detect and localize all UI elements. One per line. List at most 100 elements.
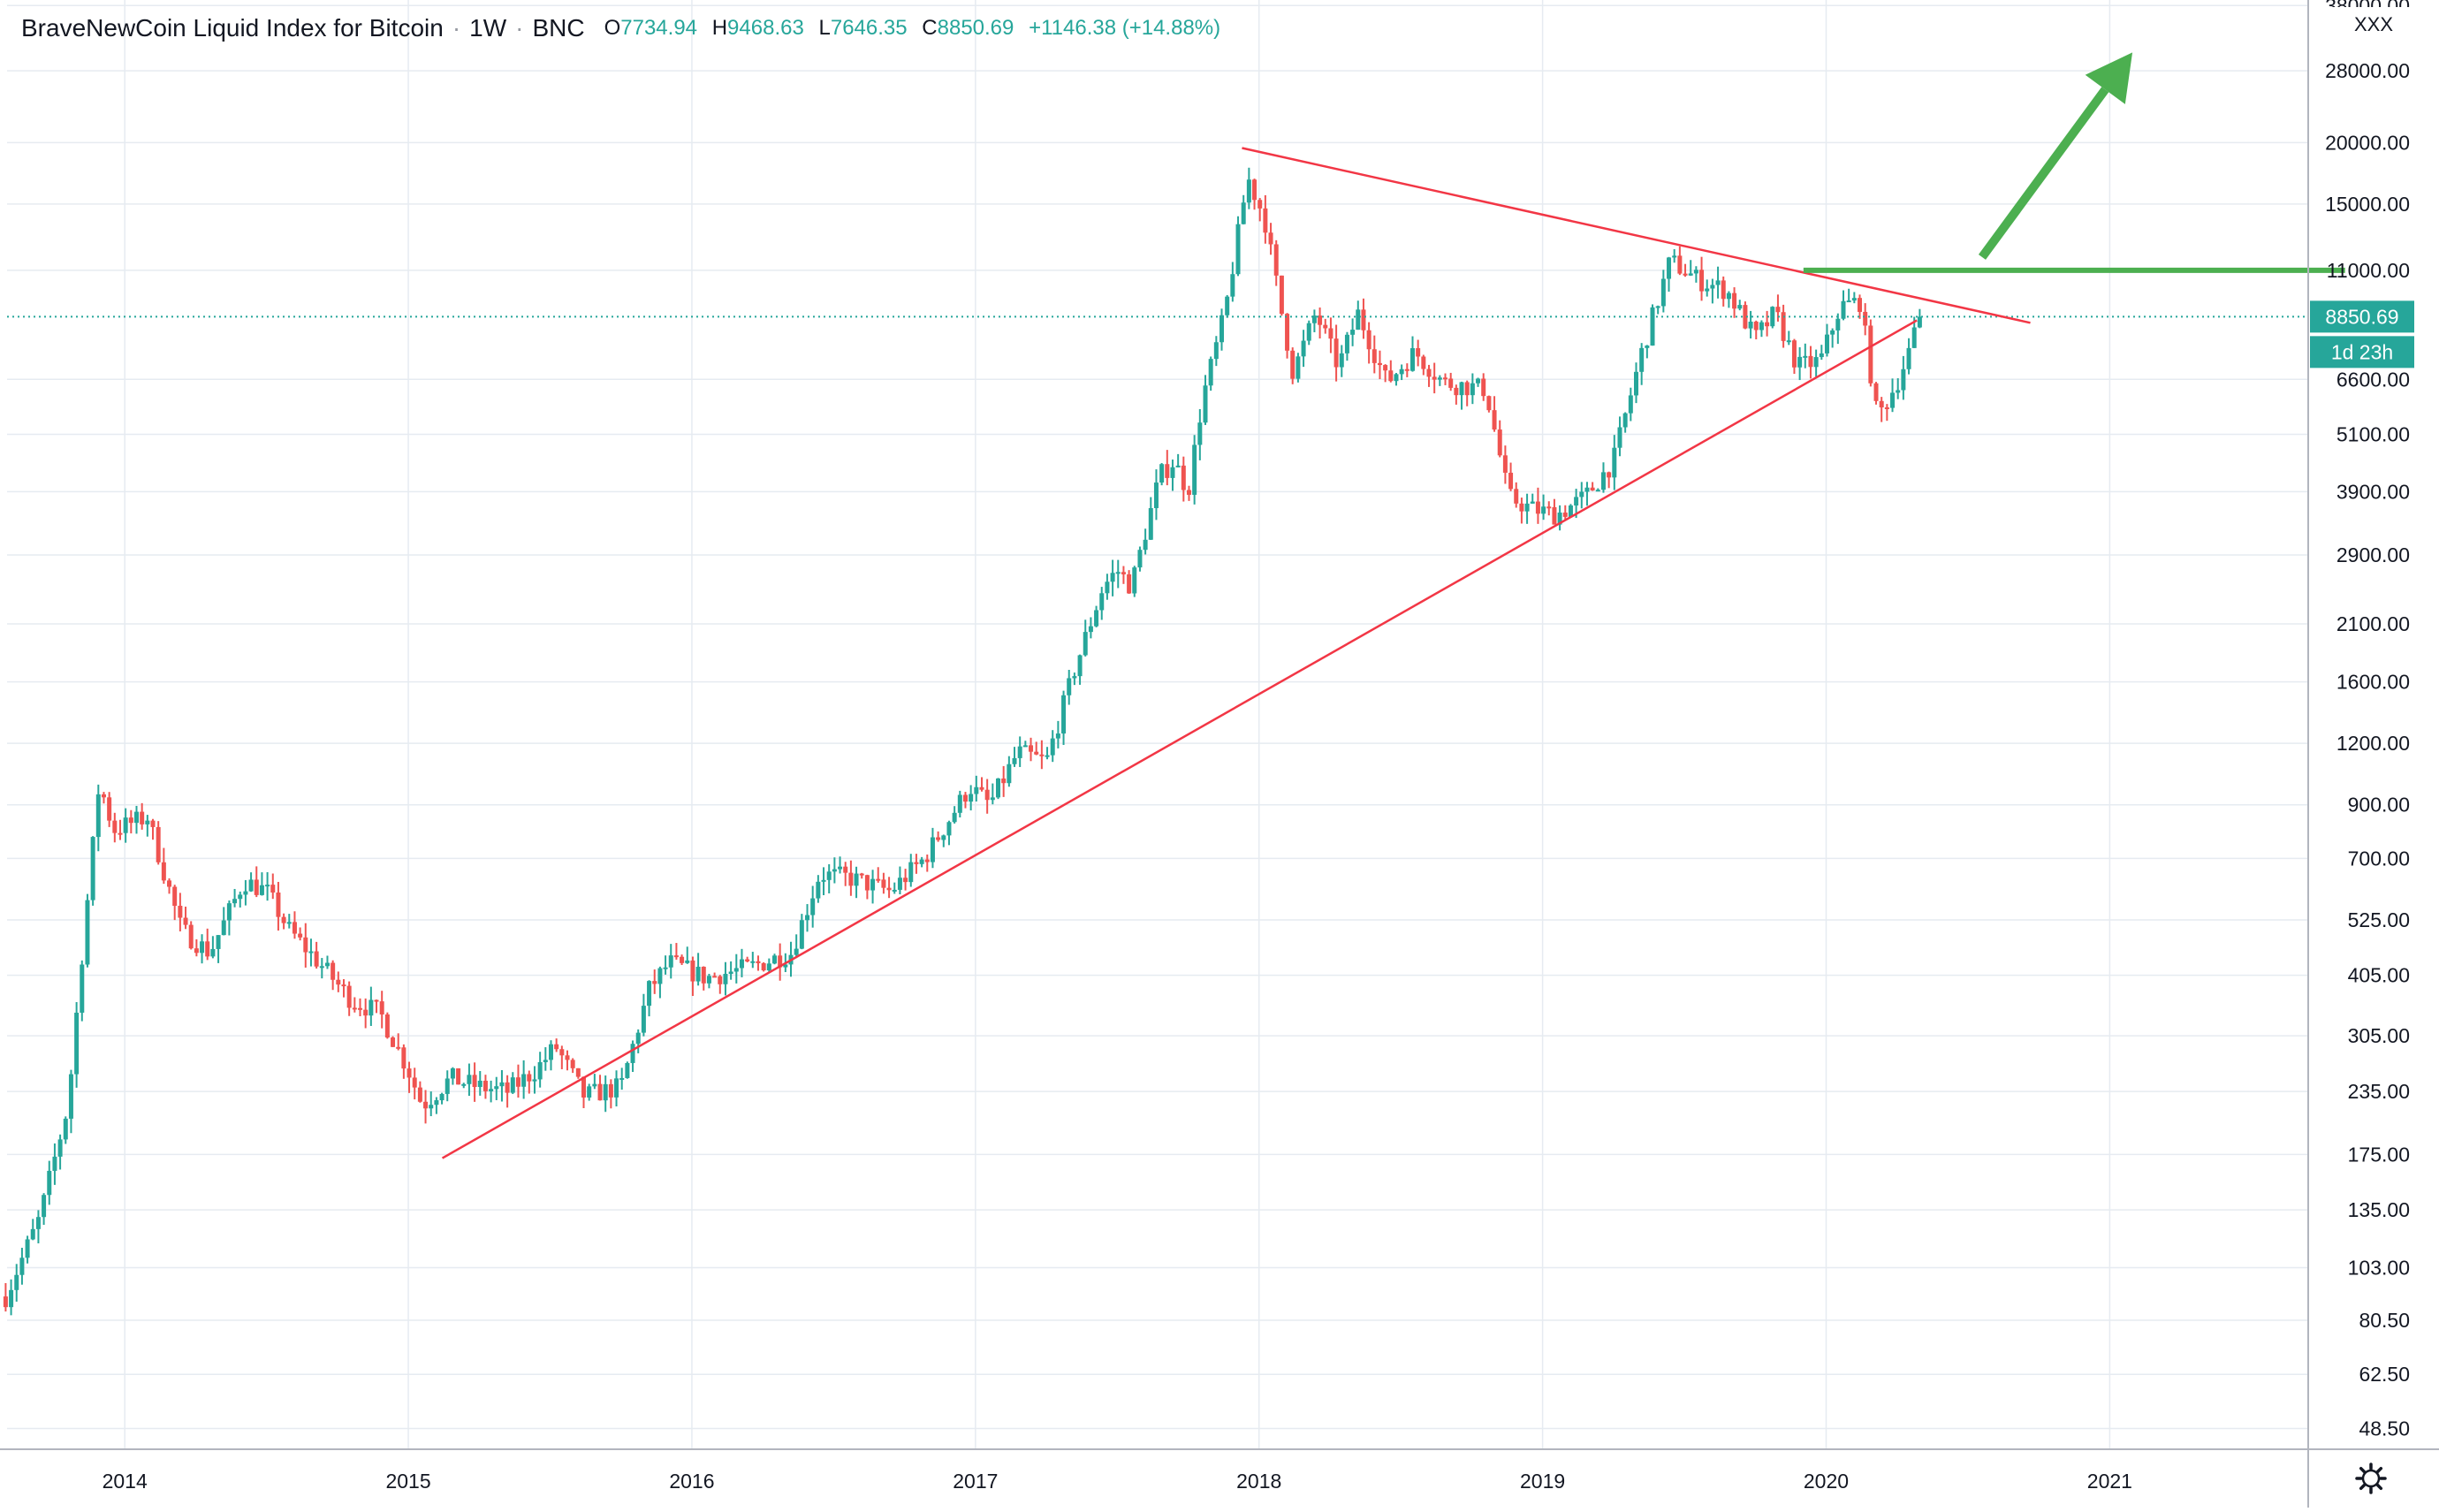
candle-body [1508, 472, 1514, 490]
candle-body [1110, 573, 1115, 582]
up-arrow-head[interactable] [2085, 52, 2133, 104]
candle-body [1268, 232, 1273, 245]
candle-body [1017, 746, 1022, 758]
candle-body [1159, 464, 1165, 483]
candle-body [854, 873, 859, 886]
candle-body [1077, 655, 1083, 677]
candle-body [1858, 298, 1863, 312]
symbol-title[interactable]: BraveNewCoin Liquid Index for Bitcoin [21, 14, 444, 42]
candle-body [238, 894, 243, 900]
support-trendline[interactable] [441, 319, 1918, 1159]
candle-body [1464, 382, 1470, 396]
candle-body [990, 797, 995, 801]
candle-body [543, 1060, 548, 1062]
candle-body [1273, 244, 1279, 276]
candle-body [1153, 482, 1159, 509]
candle-body [188, 924, 194, 949]
price-tick-label: 3900.00 [2336, 480, 2410, 503]
gear-icon-tooth[interactable] [2376, 1484, 2383, 1491]
candle-body [969, 794, 974, 802]
gear-icon-tooth[interactable] [2376, 1466, 2383, 1473]
candle-body [123, 817, 128, 833]
candle-body [870, 878, 876, 891]
candle-body [1743, 305, 1748, 329]
candle-body [216, 935, 221, 949]
gear-icon-ring[interactable] [2361, 1469, 2381, 1488]
candle-body [652, 981, 657, 984]
candle-body [183, 917, 188, 925]
candle-body [848, 872, 854, 886]
candle-body [1476, 378, 1481, 384]
candle-body [1873, 383, 1879, 401]
time-tick-label: 2016 [669, 1470, 714, 1493]
candle-body [1323, 324, 1328, 329]
candle-body [178, 906, 183, 918]
candle-body [1917, 316, 1922, 328]
candle-body [756, 961, 761, 964]
gear-icon-tooth[interactable] [2359, 1466, 2366, 1473]
high-value: 9468.63 [727, 16, 804, 40]
candle-body [369, 999, 374, 1016]
candle-body [521, 1074, 527, 1087]
candle-body [919, 859, 924, 864]
candle-body [1530, 501, 1535, 504]
candle-body [1906, 347, 1911, 369]
resistance-trendline[interactable] [1242, 147, 2031, 324]
candle-body [489, 1089, 494, 1091]
gear-icon-tooth[interactable] [2359, 1484, 2366, 1491]
candle-body [1650, 307, 1655, 346]
candle-body [1721, 280, 1726, 300]
open-key: O [604, 16, 621, 40]
candle-body [1791, 340, 1797, 368]
candle-body [1841, 300, 1846, 319]
gear-icon[interactable] [2355, 1463, 2387, 1494]
price-tick-label: 900.00 [2348, 794, 2410, 817]
candle-body [810, 898, 816, 916]
candle-body [1165, 464, 1170, 478]
candle-body [254, 879, 259, 895]
candle-body [728, 971, 733, 975]
candle-body [112, 820, 118, 833]
candle-body [324, 962, 330, 967]
candle-body [903, 878, 908, 883]
candle-body [957, 794, 962, 813]
candle-body [1252, 179, 1257, 201]
candle-body [210, 948, 216, 957]
candle-body [1437, 377, 1442, 380]
candle-body [641, 1006, 646, 1033]
candle-body [1655, 306, 1660, 308]
candle-body [914, 862, 919, 864]
price-tick-label: 135.00 [2348, 1198, 2410, 1221]
candle-body [799, 920, 804, 949]
candle-body [1541, 506, 1546, 514]
candle-body [1519, 503, 1524, 512]
candle-body [1726, 293, 1731, 300]
candle-body [14, 1274, 19, 1290]
annotations[interactable] [7, 52, 2345, 1159]
candle-body [1235, 224, 1241, 275]
candle-body [1220, 315, 1225, 343]
candle-body [1241, 202, 1246, 224]
candle-body [984, 789, 990, 801]
candle-body [1192, 444, 1197, 495]
price-tick-label: 235.00 [2348, 1080, 2410, 1103]
time-tick-label: 2019 [1520, 1470, 1565, 1493]
candle-body [19, 1257, 25, 1275]
candle-body [358, 1007, 363, 1010]
candle-body [1383, 365, 1388, 371]
price-tick-label: 11000.00 [2327, 259, 2410, 282]
currency-label[interactable]: XXX [2354, 13, 2393, 35]
candle-body [1175, 465, 1181, 467]
candle-body [412, 1077, 417, 1088]
candle-body [346, 985, 352, 1008]
candle-body [1203, 385, 1208, 423]
candle-body [434, 1100, 439, 1106]
candle-body [673, 955, 679, 958]
up-arrow-shaft[interactable] [1978, 87, 2109, 260]
candle-body [690, 960, 695, 982]
interval-label[interactable]: 1W [469, 14, 507, 42]
currency-box[interactable] [2314, 7, 2434, 39]
candle-body [85, 900, 90, 965]
